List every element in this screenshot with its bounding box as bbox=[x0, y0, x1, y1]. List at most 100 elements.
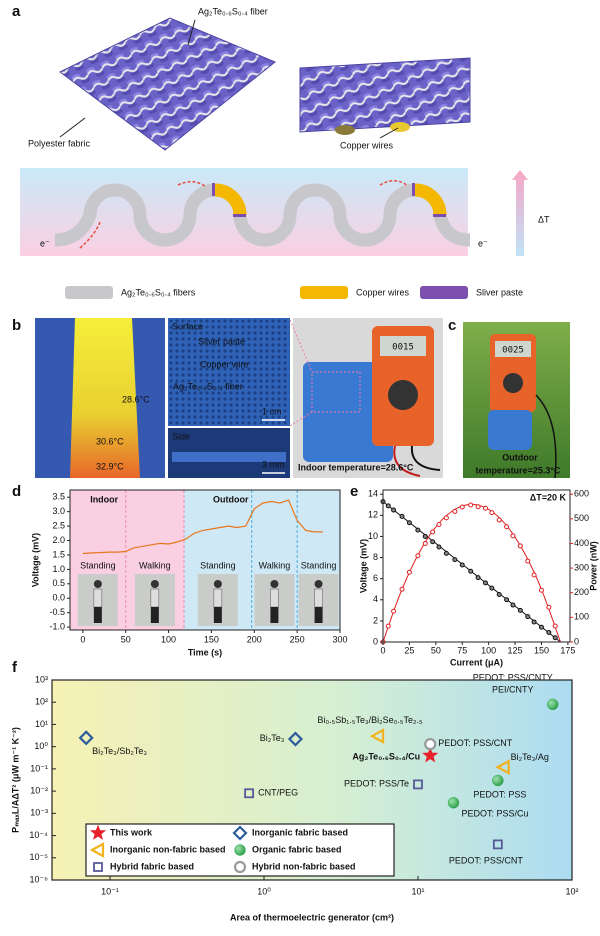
x-axis-label: Time (s) bbox=[188, 647, 222, 657]
data-point bbox=[468, 502, 474, 508]
photo-figure bbox=[270, 588, 279, 608]
y-tick-label: 2.5 bbox=[52, 520, 65, 530]
y-tick-label: 10⁻⁴ bbox=[29, 830, 48, 840]
y2-tick-label: 300 bbox=[574, 562, 589, 572]
data-point bbox=[415, 527, 421, 533]
marker-triangle bbox=[89, 842, 105, 858]
data-point bbox=[452, 508, 458, 514]
plot-frame bbox=[69, 489, 341, 631]
y-tick-label: 10¹ bbox=[35, 719, 48, 729]
point-label: Bi₂Te₃/Ag bbox=[511, 753, 549, 763]
x-tick-label: 100 bbox=[161, 634, 176, 644]
annotation: ΔT=20 K bbox=[530, 492, 567, 502]
data-point bbox=[517, 607, 523, 613]
x-tick-label: 10¹ bbox=[411, 886, 424, 896]
micro-label: Side bbox=[172, 431, 190, 441]
point-label: PEDOT: PSS bbox=[473, 790, 526, 800]
data-point bbox=[385, 503, 391, 509]
photo-figure bbox=[213, 607, 222, 623]
marker-circle bbox=[547, 698, 559, 711]
y-tick-label: 2 bbox=[373, 615, 378, 625]
point-label: PEDOT: PSS/Cu bbox=[461, 809, 528, 819]
y-axis-label: Voltage (mV) bbox=[358, 539, 368, 593]
data-point bbox=[406, 569, 412, 575]
panel-letter: d bbox=[12, 483, 21, 500]
legend-label: Hybrid fabric based bbox=[110, 861, 194, 871]
data-point bbox=[531, 619, 537, 625]
data-point bbox=[504, 597, 510, 603]
y-tick-label: 4 bbox=[373, 594, 378, 604]
marker-circle bbox=[234, 844, 246, 856]
y-tick-label: 10³ bbox=[35, 674, 48, 684]
point-label: Bi₂Te₃/Sb₂Te₃ bbox=[92, 746, 147, 756]
data-point bbox=[459, 562, 465, 568]
y-tick-label: 10⁻⁶ bbox=[30, 874, 49, 884]
data-point bbox=[538, 624, 544, 630]
data-point bbox=[531, 572, 537, 578]
y2-tick-label: 500 bbox=[574, 513, 589, 523]
data-point bbox=[482, 580, 488, 586]
data-point bbox=[443, 550, 449, 556]
y-tick-label: 10² bbox=[35, 697, 48, 707]
photo-figure bbox=[150, 588, 160, 608]
x-tick-label: 50 bbox=[431, 645, 441, 655]
data-point bbox=[422, 533, 428, 539]
marker-circle bbox=[492, 774, 504, 787]
activity-label: Standing bbox=[80, 560, 116, 570]
data-point bbox=[399, 586, 405, 592]
data-point bbox=[546, 630, 552, 635]
marker-ring bbox=[424, 738, 437, 751]
micro-label: Sliver paste bbox=[198, 336, 245, 346]
y2-tick-label: 100 bbox=[574, 612, 589, 622]
panel-letter: e bbox=[350, 483, 358, 500]
y-tick-label: 3.0 bbox=[52, 506, 65, 516]
x-tick-label: 0 bbox=[380, 645, 385, 655]
meter-display: 0025 bbox=[502, 346, 524, 356]
x-tick-label: 200 bbox=[247, 634, 262, 644]
marker-triangle bbox=[495, 759, 510, 775]
data-point bbox=[504, 524, 510, 530]
photo-figure bbox=[150, 580, 159, 588]
data-point bbox=[489, 510, 495, 516]
photo-figure bbox=[270, 580, 279, 588]
micro-label: Copper wire bbox=[200, 359, 249, 369]
temperature: 30.6°C bbox=[96, 436, 124, 446]
marker-diamond bbox=[78, 730, 94, 746]
x-tick-label: 10² bbox=[565, 886, 578, 896]
data-point bbox=[406, 520, 412, 526]
activity-label: Walking bbox=[139, 560, 171, 570]
y-tick-label: 10⁰ bbox=[34, 741, 48, 751]
micro-label: Surface bbox=[172, 321, 203, 331]
data-point bbox=[552, 635, 558, 641]
micro-label: Ag₂Te₀.₆S₀.₄ fiber bbox=[173, 381, 243, 391]
scale-bar: 1 cm bbox=[262, 406, 282, 416]
x-tick-label: 150 bbox=[204, 634, 219, 644]
photo-figure bbox=[314, 588, 323, 608]
x-tick-label: 10⁰ bbox=[257, 886, 271, 896]
activity-photo bbox=[254, 574, 295, 626]
data-point bbox=[552, 623, 558, 629]
data-point bbox=[525, 558, 531, 564]
photo-figure bbox=[150, 607, 159, 623]
y-tick-label: -1.0 bbox=[49, 621, 65, 631]
panel-letter: b bbox=[12, 317, 21, 334]
data-point bbox=[496, 517, 502, 523]
data-point bbox=[391, 507, 397, 513]
photo-caption: Indoor temperature=28.6°C bbox=[298, 462, 414, 472]
marker-ring bbox=[233, 860, 247, 874]
point-label: PEDOT: PSS/CNTY PEI/CNTY bbox=[473, 673, 553, 695]
x-tick-label: 10⁻¹ bbox=[101, 886, 119, 896]
data-point bbox=[436, 544, 442, 550]
panel-letter: f bbox=[12, 659, 18, 676]
y2-axis-label: Power (nW) bbox=[588, 541, 598, 591]
voltage-line bbox=[82, 499, 323, 555]
y2-tick-label: 400 bbox=[574, 538, 589, 548]
x-tick-label: 25 bbox=[404, 645, 414, 655]
x-tick-label: 75 bbox=[457, 645, 467, 655]
legend-text: Ag₂Te₀.₆S₀.₄ fibers bbox=[121, 287, 196, 297]
y-tick-label: 1.5 bbox=[52, 549, 65, 559]
marker-diamond bbox=[287, 731, 304, 747]
